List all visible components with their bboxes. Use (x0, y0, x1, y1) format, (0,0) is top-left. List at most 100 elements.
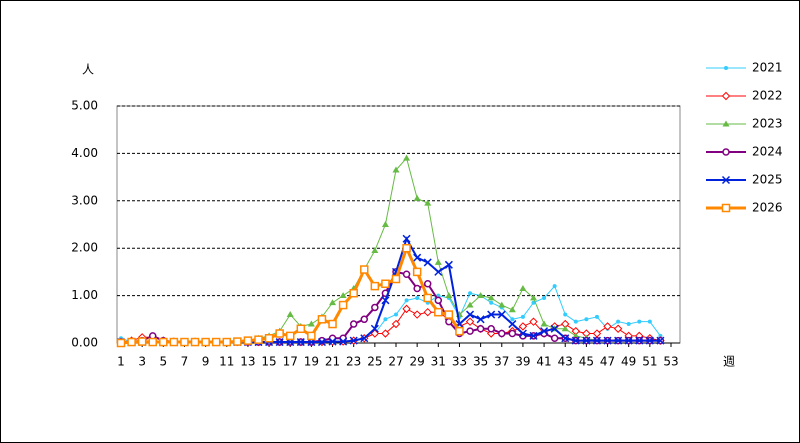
marker (137, 337, 147, 346)
marker (658, 333, 663, 338)
x-tick-label: 23 (346, 355, 361, 369)
marker (520, 314, 525, 319)
marker (614, 336, 623, 345)
marker (413, 194, 421, 201)
marker (402, 304, 411, 314)
marker (404, 298, 409, 303)
marker (613, 324, 623, 333)
marker (561, 334, 570, 343)
marker (307, 320, 315, 327)
marker (445, 292, 453, 299)
x-tick-label: 43 (558, 355, 573, 369)
x-tick-label: 37 (494, 355, 509, 369)
marker (477, 292, 485, 299)
y-axis-label: 人 (82, 63, 94, 77)
marker (190, 337, 200, 347)
marker (647, 319, 652, 324)
marker (211, 337, 221, 347)
x-tick-label: 19 (304, 355, 319, 369)
marker (540, 320, 548, 327)
marker (423, 293, 432, 303)
marker (328, 337, 337, 346)
x-tick-label: 5 (159, 355, 167, 369)
marker (339, 337, 348, 346)
marker (466, 327, 474, 335)
marker (370, 281, 380, 291)
marker (476, 325, 485, 333)
marker (349, 320, 358, 328)
marker (530, 294, 537, 301)
marker (616, 319, 621, 324)
marker (529, 317, 538, 326)
marker (498, 329, 506, 338)
x-tick-label: 39 (515, 355, 530, 369)
marker (518, 322, 528, 331)
marker (508, 320, 517, 329)
marker (413, 253, 422, 262)
marker (519, 284, 527, 291)
marker (394, 312, 398, 317)
marker (328, 319, 337, 329)
marker (497, 310, 506, 319)
marker (339, 292, 347, 299)
marker (529, 331, 538, 340)
marker (434, 296, 443, 305)
x-axis-label: 週 (723, 355, 735, 369)
marker (415, 295, 420, 300)
marker (371, 303, 379, 312)
x-tick-label: 31 (431, 355, 446, 369)
legend-label: 2024 (752, 145, 783, 159)
marker (307, 331, 316, 341)
y-tick-label: 3.00 (71, 193, 98, 207)
marker (603, 336, 612, 345)
marker (552, 284, 557, 289)
marker (572, 332, 580, 339)
marker (508, 306, 516, 313)
marker (127, 337, 136, 347)
marker (116, 338, 126, 348)
legend-label: 2021 (752, 61, 783, 75)
x-tick-label: 47 (600, 355, 615, 369)
marker (222, 337, 232, 347)
marker (637, 319, 642, 324)
marker (349, 336, 358, 345)
marker (465, 317, 475, 326)
x-tick-label: 51 (642, 355, 657, 369)
y-tick-label: 4.00 (71, 146, 98, 160)
marker (434, 267, 443, 276)
marker (338, 300, 348, 310)
marker (201, 337, 210, 347)
marker (489, 300, 494, 305)
marker (635, 336, 644, 345)
x-tick-label: 3 (138, 355, 146, 369)
x-tick-label: 25 (367, 355, 382, 369)
x-tick-label: 35 (473, 355, 488, 369)
marker (349, 288, 358, 298)
y-tick-label: 1.00 (71, 288, 98, 302)
x-tick-label: 11 (219, 355, 234, 369)
marker (487, 294, 495, 301)
marker (286, 311, 294, 318)
x-tick-label: 15 (261, 355, 276, 369)
marker (296, 324, 306, 334)
x-tick-label: 13 (240, 355, 255, 369)
marker (383, 317, 388, 322)
marker (487, 310, 496, 319)
marker (487, 325, 495, 333)
marker (424, 199, 432, 206)
marker (563, 312, 568, 317)
x-tick-label: 53 (663, 355, 678, 369)
marker (434, 258, 442, 265)
marker (584, 317, 589, 322)
marker (603, 322, 612, 331)
marker (180, 337, 189, 347)
marker (403, 154, 411, 161)
y-tick-label: 0.00 (71, 336, 98, 350)
marker (594, 314, 599, 319)
marker (381, 221, 389, 227)
x-tick-label: 1 (117, 355, 125, 369)
marker (381, 329, 390, 338)
x-tick-label: 41 (536, 355, 551, 369)
marker (508, 329, 517, 338)
